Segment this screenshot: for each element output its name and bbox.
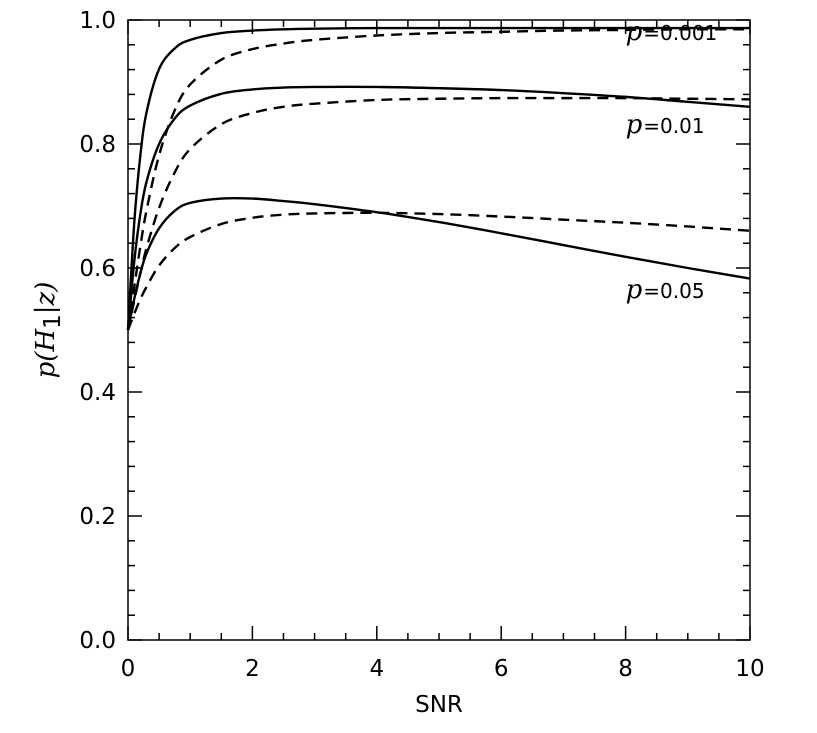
y-axis-title: p(H1|z) bbox=[31, 282, 66, 379]
x-tick-label: 0 bbox=[121, 656, 136, 682]
curve-label-value: =0.001 bbox=[643, 21, 717, 45]
solid-curve-2 bbox=[126, 85, 751, 331]
curve-label: p=0.001 bbox=[626, 17, 718, 47]
y-tick-label: 0.0 bbox=[79, 628, 116, 654]
x-axis-title: SNR bbox=[415, 692, 463, 718]
y-tick-label: 0.2 bbox=[79, 504, 116, 530]
x-tick-label: 10 bbox=[735, 656, 764, 682]
x-tick-label: 2 bbox=[245, 656, 260, 682]
y-tick-label: 0.6 bbox=[79, 256, 116, 282]
y-axis-title-prefix: p(H bbox=[31, 328, 61, 379]
axis-tick-labels: 0 2 4 6 8 10 0.0 0.2 0.4 0.6 0.8 1.0 bbox=[79, 8, 764, 682]
curve-label-symbol: p bbox=[626, 110, 643, 140]
curve-label-symbol: p bbox=[626, 17, 643, 47]
curve-label: p=0.01 bbox=[626, 110, 705, 140]
curve-label-symbol: p bbox=[626, 275, 643, 305]
solid-curve-1 bbox=[126, 26, 750, 331]
curve-label-value: =0.01 bbox=[643, 114, 704, 138]
dashed-curve-2 bbox=[126, 96, 751, 331]
dashed-curve-3 bbox=[126, 211, 751, 331]
x-tick-label: 6 bbox=[494, 656, 509, 682]
dashed-curve-1 bbox=[126, 28, 751, 331]
curve-label: p=0.05 bbox=[626, 275, 705, 305]
y-axis-title-suffix: |z) bbox=[31, 282, 61, 315]
y-tick-label: 0.8 bbox=[79, 132, 116, 158]
y-tick-label: 1.0 bbox=[79, 8, 116, 34]
data-series bbox=[126, 26, 751, 331]
solid-curve-3 bbox=[126, 196, 751, 331]
x-tick-label: 4 bbox=[369, 656, 384, 682]
y-tick-label: 0.4 bbox=[79, 380, 116, 406]
x-tick-label: 8 bbox=[618, 656, 633, 682]
curve-label-value: =0.05 bbox=[643, 279, 704, 303]
y-axis-title-subscript: 1 bbox=[40, 314, 66, 329]
